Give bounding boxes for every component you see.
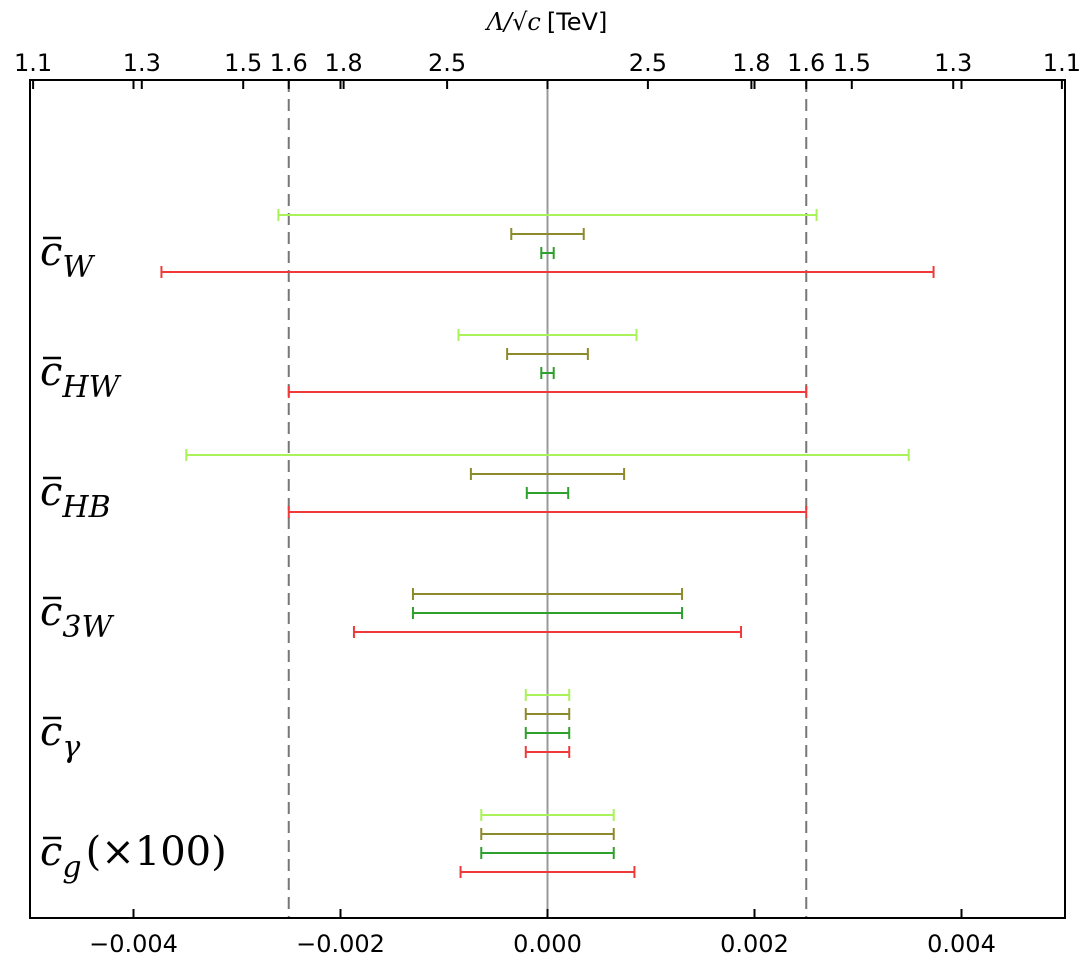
top-tick-label: 1.8 bbox=[732, 49, 770, 77]
bottom-axis: −0.004 −0.002 0.000 0.002 0.004 bbox=[89, 80, 996, 957]
top-tick-label: 1.5 bbox=[224, 49, 262, 77]
error-bar-lightgreen bbox=[185, 449, 910, 461]
error-bar-red bbox=[160, 266, 935, 278]
error-bar-olive bbox=[480, 828, 615, 840]
top-tick-label: 2.5 bbox=[428, 49, 466, 77]
bottom-tick-label: 0.004 bbox=[927, 930, 996, 957]
error-bar-lightgreen bbox=[277, 209, 818, 221]
row-label: cHW bbox=[40, 349, 122, 405]
error-bar-green bbox=[540, 367, 555, 379]
row-label: cγ bbox=[40, 709, 80, 765]
top-tick-label: 1.3 bbox=[123, 49, 161, 77]
error-bar-olive bbox=[469, 468, 626, 480]
error-bar-lightgreen bbox=[480, 809, 615, 821]
error-bar-red bbox=[524, 746, 571, 758]
error-bar-red bbox=[287, 506, 808, 518]
top-tick-label: 1.5 bbox=[833, 49, 871, 77]
error-bar-olive bbox=[411, 588, 684, 600]
error-bar-green bbox=[524, 727, 571, 739]
error-bar-green bbox=[480, 847, 615, 859]
row-label: cg (×100) bbox=[40, 829, 227, 885]
top-axis-title: Λ/√c [TeV] bbox=[485, 8, 608, 36]
row-label: c3W bbox=[40, 589, 114, 645]
error-bar-green bbox=[540, 247, 555, 259]
bottom-tick-label: −0.004 bbox=[89, 930, 178, 957]
bottom-tick-label: 0.000 bbox=[513, 930, 582, 957]
top-tick-label: 1.1 bbox=[1043, 49, 1081, 77]
row-labels: cW cHW cHB c3W cγ cg (×100) bbox=[40, 229, 227, 885]
error-bar-green bbox=[411, 607, 684, 619]
bottom-tick-label: 0.002 bbox=[720, 930, 789, 957]
row-label: cHB bbox=[40, 469, 111, 525]
error-bar-olive bbox=[524, 708, 571, 720]
error-bars bbox=[160, 209, 935, 878]
top-tick-label: 2.5 bbox=[629, 49, 667, 77]
error-bar-olive bbox=[510, 228, 585, 240]
top-tick-label: 1.8 bbox=[325, 49, 363, 77]
error-bar-lightgreen bbox=[457, 329, 638, 341]
bottom-tick-label: −0.002 bbox=[296, 930, 385, 957]
row-label: cW bbox=[40, 229, 95, 285]
top-tick-label: 1.6 bbox=[270, 49, 308, 77]
error-bar-red bbox=[287, 386, 808, 398]
top-tick-label: 1.3 bbox=[934, 49, 972, 77]
top-tick-label: 1.6 bbox=[787, 49, 825, 77]
error-bar-red bbox=[459, 866, 636, 878]
reference-lines bbox=[287, 80, 808, 918]
error-bar-olive bbox=[506, 348, 589, 360]
error-bar-red bbox=[352, 626, 743, 638]
error-bar-green bbox=[525, 487, 570, 499]
error-bar-lightgreen bbox=[524, 689, 571, 701]
top-tick-label: 1.1 bbox=[14, 49, 52, 77]
top-axis: 1.1 1.3 1.5 1.6 1.8 2.5 2.5 1.8 1.6 1.5 1.3 1.1 bbox=[14, 49, 1081, 89]
